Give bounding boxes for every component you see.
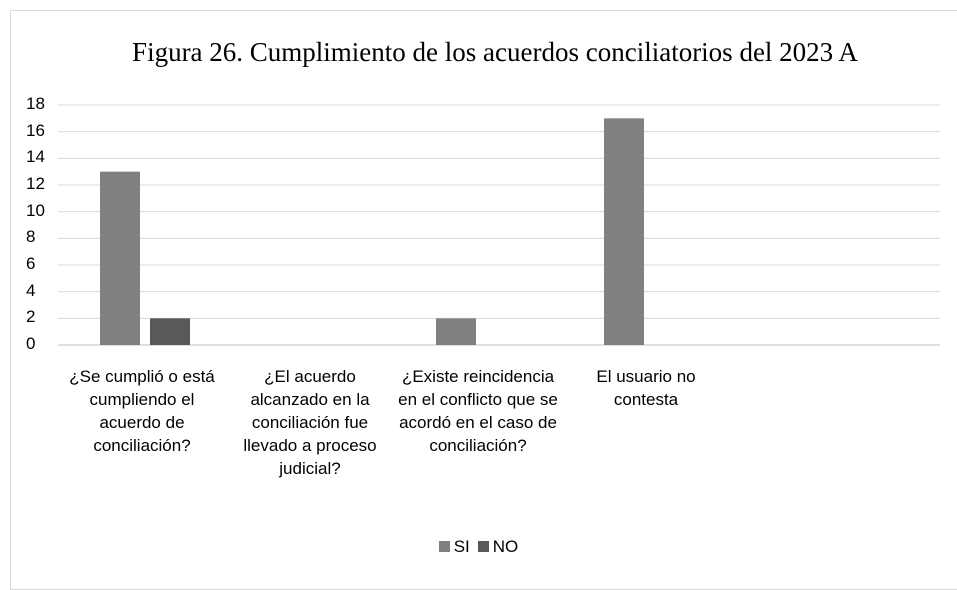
legend-swatch bbox=[477, 541, 489, 552]
x-tick-label: El usuario no contesta bbox=[596, 367, 696, 409]
bar bbox=[150, 318, 190, 345]
y-tick-label: 10 bbox=[26, 200, 45, 220]
y-tick-label: 16 bbox=[26, 120, 45, 140]
legend-item: NO bbox=[477, 537, 519, 556]
y-tick-label: 6 bbox=[26, 254, 36, 273]
y-tick-label: 0 bbox=[26, 334, 36, 353]
y-tick-label: 4 bbox=[26, 280, 36, 300]
x-tick-label: ¿Se cumplió o está cumpliendo el acuerdo… bbox=[69, 367, 215, 455]
legend-label: SI bbox=[453, 537, 470, 556]
legend-item: SI bbox=[438, 537, 470, 556]
y-tick-label: 14 bbox=[26, 147, 45, 167]
bar bbox=[436, 318, 476, 345]
legend-label: NO bbox=[492, 537, 519, 556]
y-tick-label: 18 bbox=[26, 94, 45, 113]
legend-swatch bbox=[438, 541, 450, 552]
x-tick-label: ¿El acuerdo alcanzado en la conciliación… bbox=[243, 367, 377, 478]
y-tick-label: 12 bbox=[26, 174, 45, 193]
y-tick-label: 2 bbox=[26, 307, 36, 327]
bar bbox=[100, 171, 140, 345]
legend: SI NO bbox=[0, 537, 957, 557]
x-tick-label: ¿Existe reincidencia en el conflicto que… bbox=[398, 367, 558, 455]
y-tick-label: 8 bbox=[26, 227, 36, 247]
chart-title: Figura 26. Cumplimiento de los acuerdos … bbox=[132, 37, 858, 67]
bar bbox=[604, 118, 644, 345]
